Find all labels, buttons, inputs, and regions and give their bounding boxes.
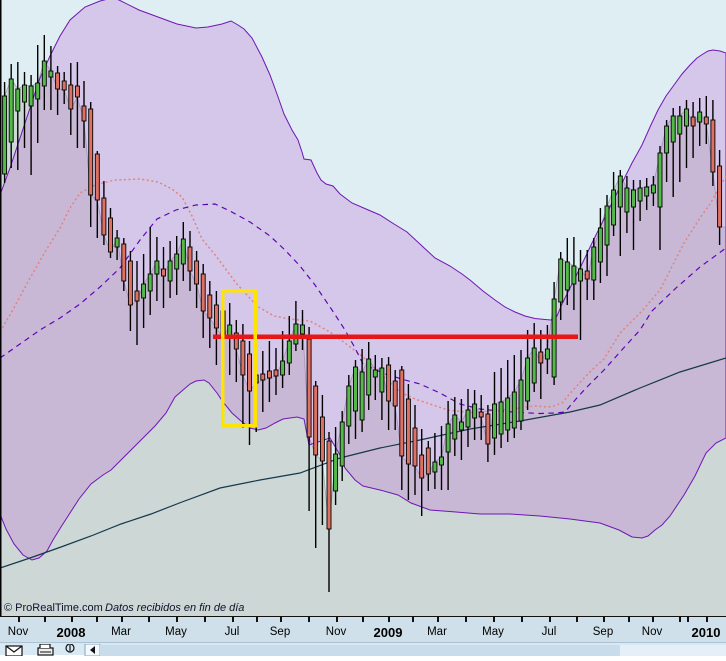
svg-text:© ProRealTime.com: © ProRealTime.com (4, 602, 103, 614)
svg-text:Datos recibidos en fin de día: Datos recibidos en fin de día (105, 602, 244, 614)
